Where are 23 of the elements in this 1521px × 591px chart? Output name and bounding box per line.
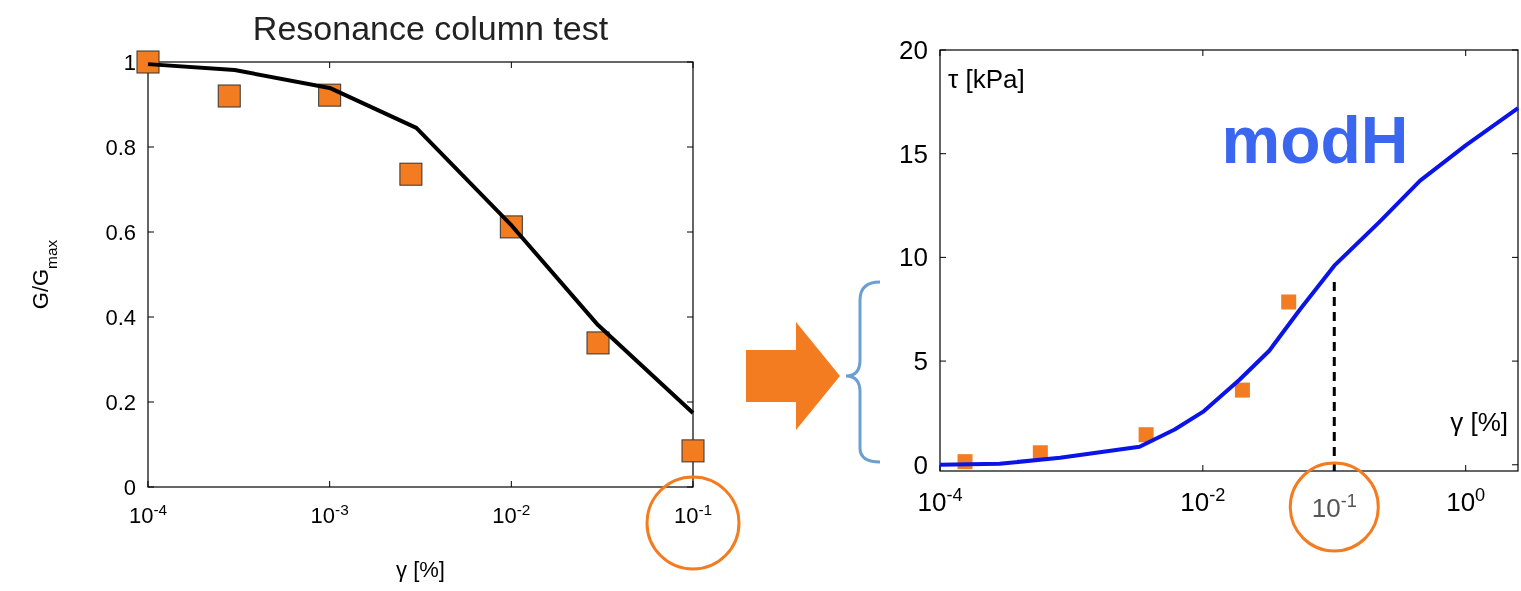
y-axis-title: τ [kPa] — [948, 64, 1025, 94]
x-axis-title: γ [%] — [396, 557, 445, 582]
x-tick-label: 10$^{-1}$ — [673, 500, 713, 528]
y-tick-label: 20 — [899, 35, 928, 66]
y-tick-label: 15 — [899, 138, 928, 169]
x-tick-label: 10$^{-4}$ — [917, 485, 963, 517]
x-tick-label: 10$^{-2}$ — [492, 500, 531, 528]
y-tick-label: 0.6 — [105, 219, 136, 245]
y-tick-label: 1 — [123, 49, 136, 75]
y-tick-label: 10 — [899, 242, 928, 273]
x-tick-label: 10$^{-2}$ — [1180, 485, 1226, 517]
y-tick-label: 0.8 — [105, 134, 136, 160]
x-tick-label: 10$^{0}$ — [1446, 485, 1486, 517]
x-axis-title: γ [%] — [1450, 407, 1508, 437]
y-tick-label: 0 — [123, 474, 136, 500]
y-tick-label: 5 — [913, 346, 928, 377]
chart-title: Resonance column test — [252, 9, 609, 47]
annotation: modH — [1221, 103, 1409, 177]
y-tick-label: 0.4 — [105, 304, 136, 330]
y-tick-label: 0.2 — [105, 389, 136, 415]
x-tick-label: 10$^{-4}$ — [128, 500, 168, 528]
x-tick-label: 10$^{-3}$ — [310, 500, 349, 528]
y-tick-label: 0 — [913, 449, 928, 480]
